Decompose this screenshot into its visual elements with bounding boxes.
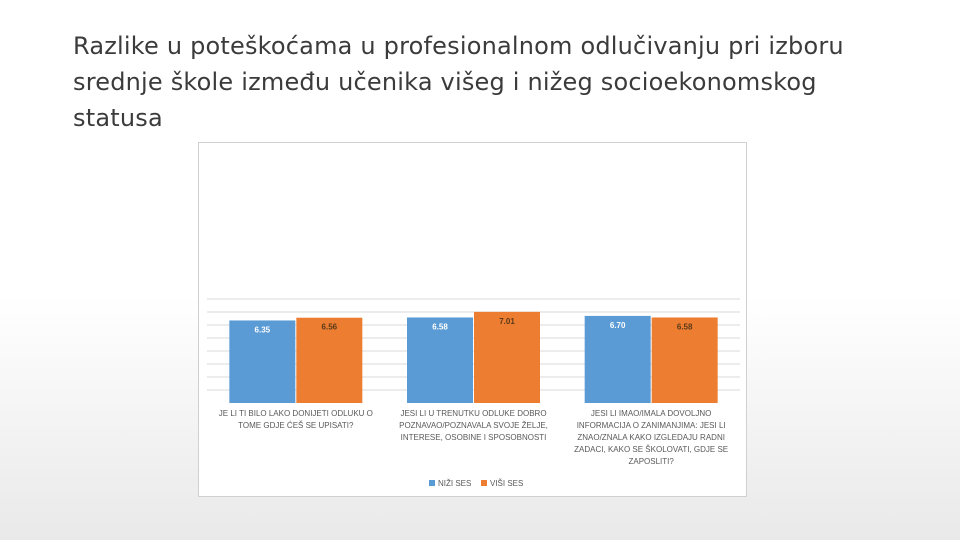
category-label: JESI LI U TRENUTKU ODLUKE DOBRO bbox=[400, 409, 546, 418]
bar bbox=[584, 315, 651, 403]
data-label: 6.58 bbox=[432, 322, 448, 331]
category-label: POZNAVAO/POZNAVALA SVOJE ŽELJE, bbox=[399, 421, 548, 430]
legend-label: NIŽI SES bbox=[438, 479, 471, 488]
bar-chart: 6.35 6.56 JE LI TI BILO LAKO DONIJETI ODLU… bbox=[207, 298, 740, 488]
category-label: ZNAO/ZNALA KAKO IZGLEDAJU RADNI bbox=[577, 433, 725, 442]
category-label: TOME GDJE ĆEŠ SE UPISATI? bbox=[238, 421, 354, 430]
bar bbox=[407, 317, 473, 403]
data-label: 6.56 bbox=[322, 323, 338, 332]
data-label: 6.70 bbox=[610, 321, 626, 330]
category-label: JE LI TI BILO LAKO DONIJETI ODLUKU O bbox=[219, 409, 373, 418]
legend-swatch bbox=[481, 480, 487, 486]
category-label: INTERESE, OSOBINE I SPOSOBNOSTI bbox=[401, 433, 547, 442]
legend-swatch bbox=[429, 480, 435, 486]
data-label: 6.35 bbox=[255, 325, 271, 334]
category-label: INFORMACIJA O ZANIMANJIMA: JESI LI bbox=[577, 421, 726, 430]
legend-label: VIŠI SES bbox=[490, 479, 523, 488]
bar bbox=[229, 320, 296, 403]
slide-title: Razlike u poteškoćama u profesionalnom o… bbox=[73, 32, 844, 132]
data-label: 7.01 bbox=[499, 317, 515, 326]
bar bbox=[296, 317, 363, 403]
category-label: JESI LI IMAO/IMALA DOVOLJNO bbox=[591, 409, 711, 418]
bar bbox=[651, 317, 718, 403]
chart-area: 6.35 6.56 JE LI TI BILO LAKO DONIJETI ODLU… bbox=[198, 142, 747, 497]
data-label: 6.58 bbox=[677, 322, 693, 331]
category-label: ZADACI, KAKO SE ŠKOLOVATI, GDJE SE bbox=[574, 445, 728, 454]
bar bbox=[474, 311, 540, 403]
category-label: ZAPOSLITI? bbox=[628, 457, 674, 466]
